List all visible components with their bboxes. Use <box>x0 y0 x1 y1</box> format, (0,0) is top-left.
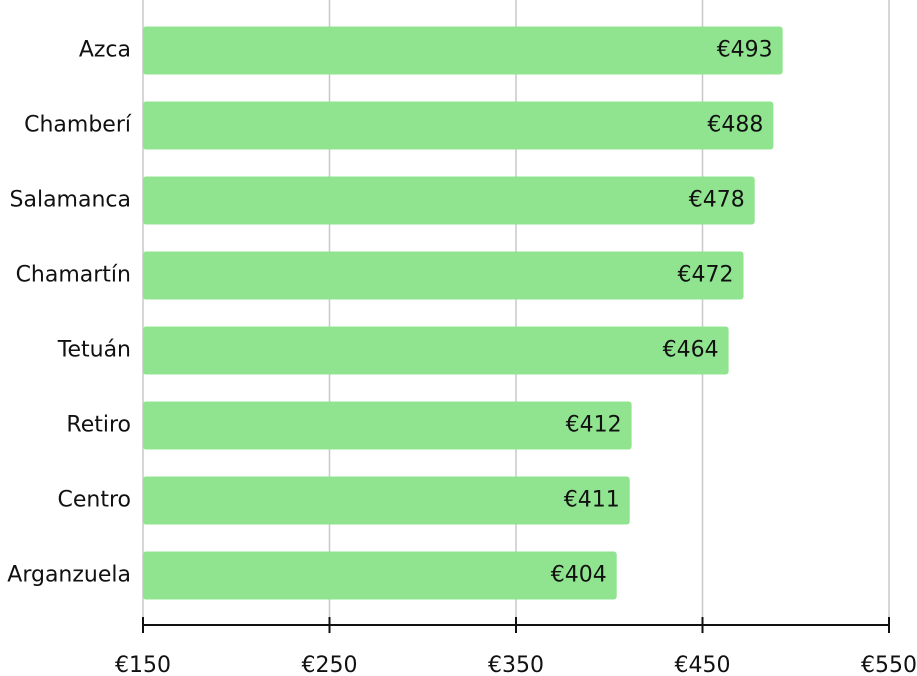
y-tick-label: Retiro <box>66 413 131 438</box>
y-tick-label: Chamartín <box>16 263 131 288</box>
y-tick-label: Salamanca <box>10 188 131 213</box>
value-label: €464 <box>663 338 719 363</box>
value-label: €404 <box>551 563 607 588</box>
value-label: €493 <box>717 38 773 63</box>
x-tick-label: €550 <box>861 653 917 676</box>
bar <box>143 326 729 375</box>
x-tick-label: €150 <box>115 653 171 676</box>
bar <box>143 101 774 150</box>
x-tick-label: €450 <box>675 653 731 676</box>
value-label: €412 <box>566 413 622 438</box>
bar <box>143 476 630 525</box>
bar <box>143 26 783 75</box>
x-tick-label: €250 <box>302 653 358 676</box>
value-label: €411 <box>564 488 620 513</box>
bar <box>143 176 755 225</box>
x-tick-label: €350 <box>488 653 544 676</box>
y-tick-label: Azca <box>79 38 131 63</box>
bar <box>143 401 632 450</box>
y-tick-label: Tetuán <box>57 338 131 363</box>
value-label: €472 <box>678 263 734 288</box>
value-label: €488 <box>707 113 763 138</box>
y-tick-label: Centro <box>58 488 132 513</box>
y-tick-label: Chamberí <box>24 113 132 138</box>
y-tick-label: Arganzuela <box>7 563 131 588</box>
bar <box>143 251 744 300</box>
bar <box>143 551 617 600</box>
value-label: €478 <box>689 188 745 213</box>
